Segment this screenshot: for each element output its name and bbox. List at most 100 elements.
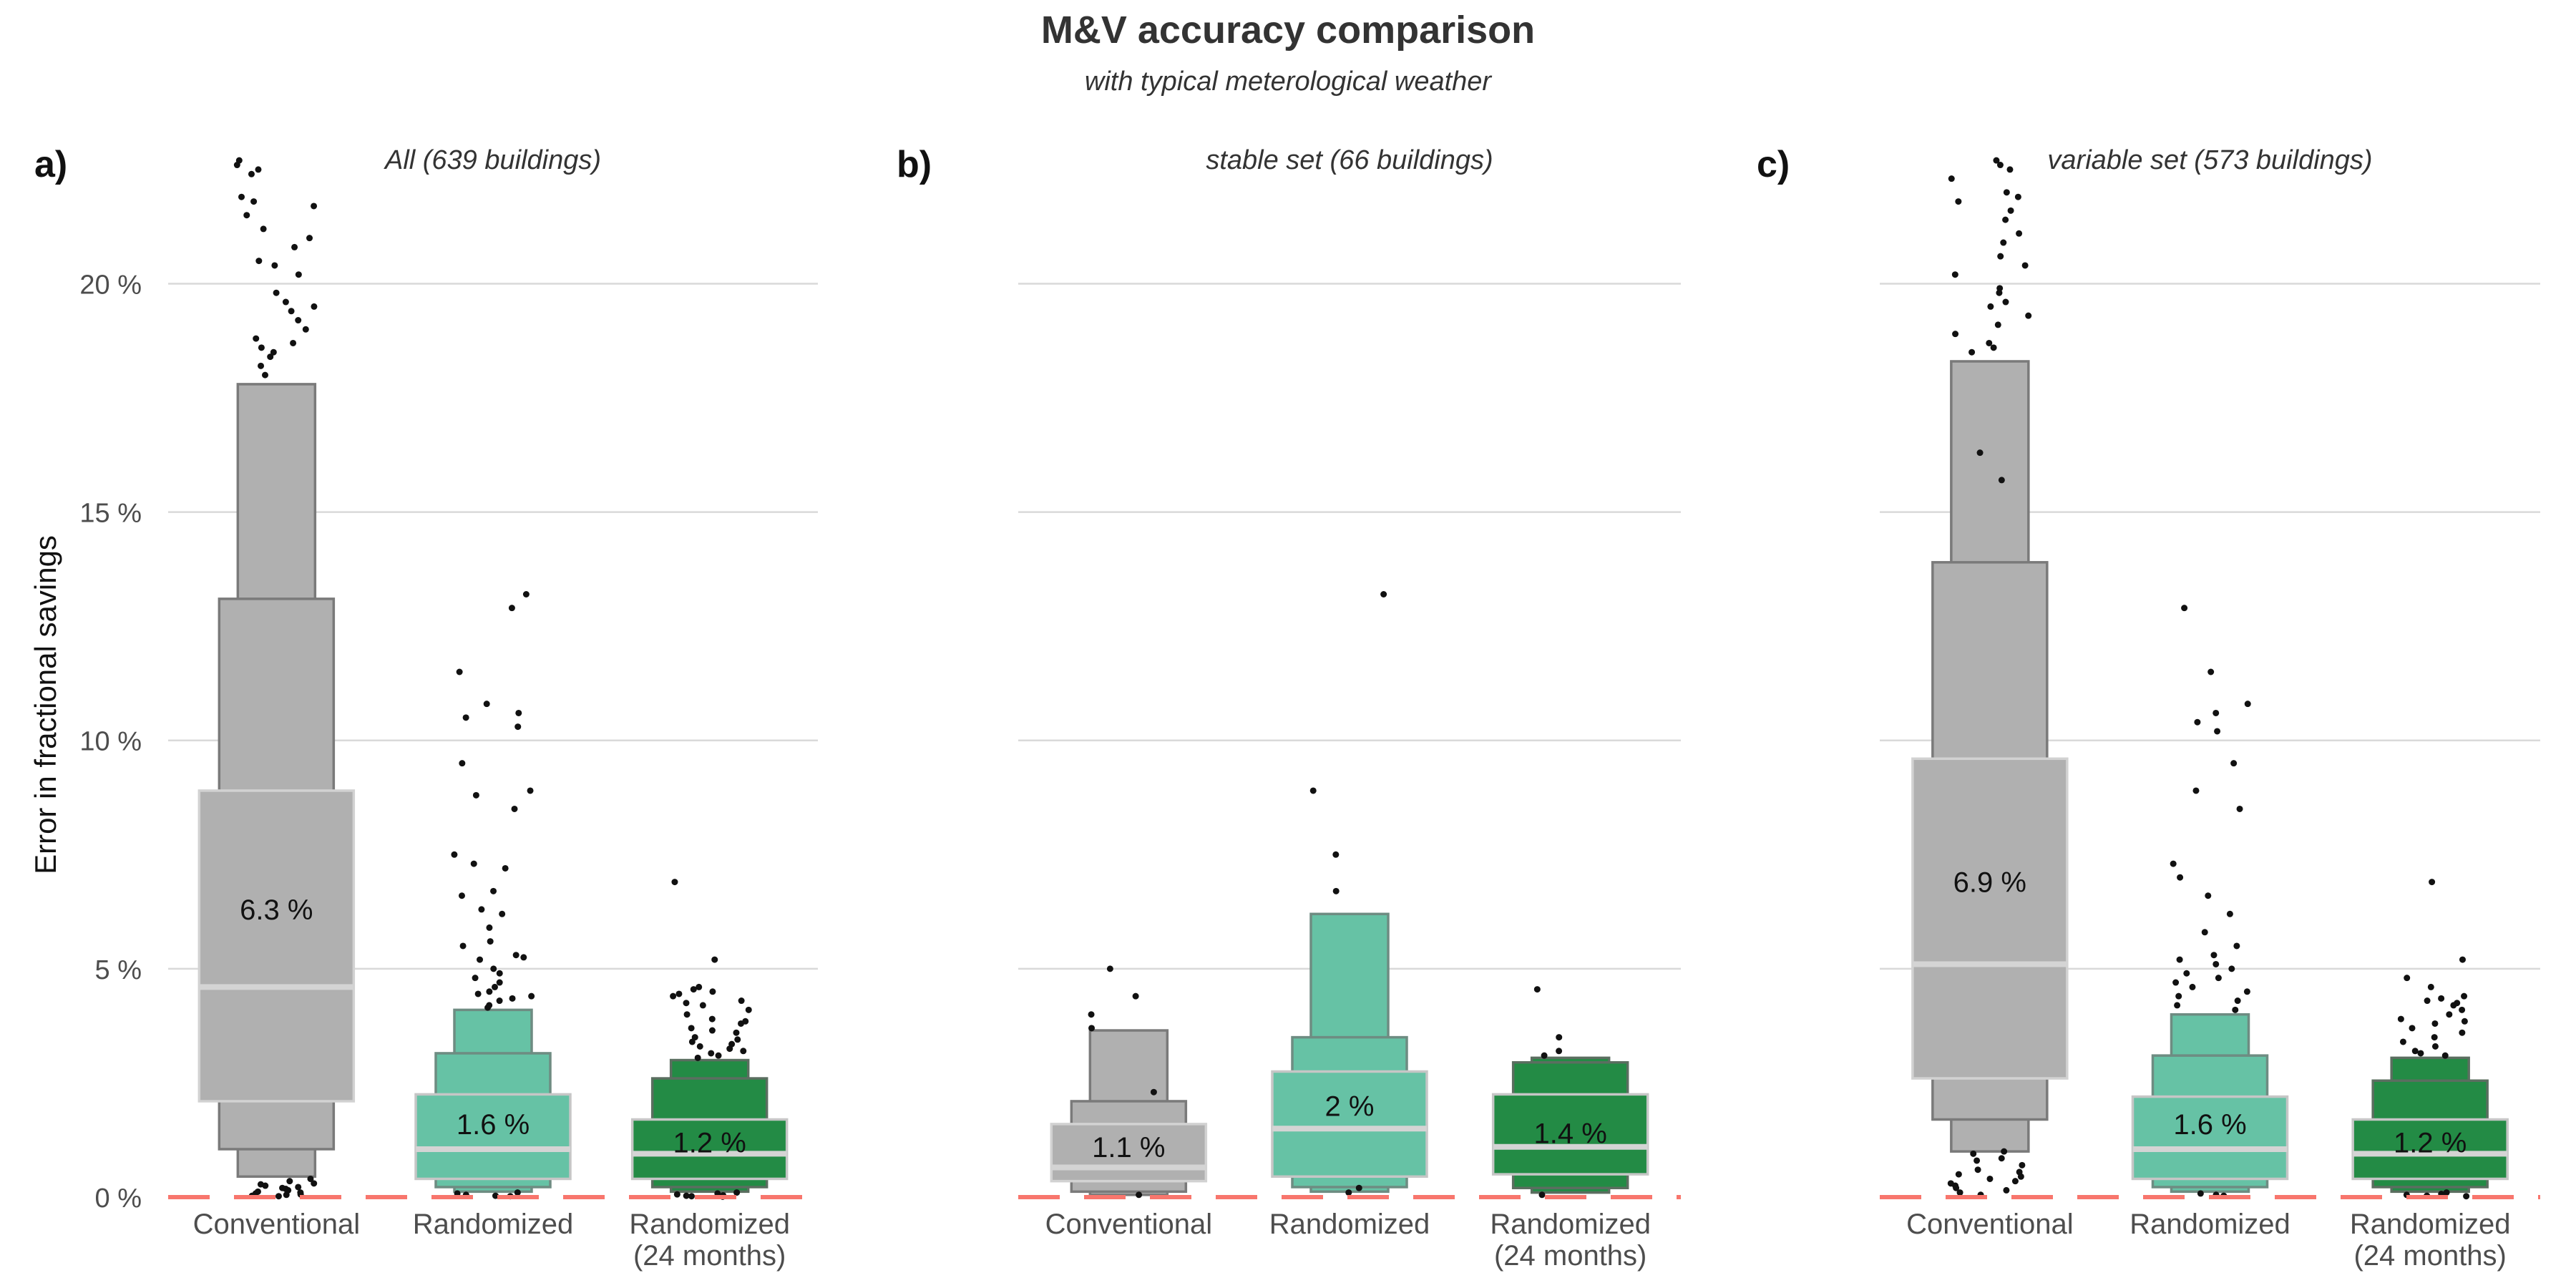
outlier-point xyxy=(726,1045,733,1053)
outlier-point xyxy=(1998,477,2005,484)
outlier-point xyxy=(283,1191,290,1199)
outlier-point xyxy=(509,995,516,1002)
outlier-point xyxy=(1976,449,1984,457)
outlier-point xyxy=(734,1036,741,1043)
outlier-point xyxy=(2019,1161,2026,1169)
x-tick-label: (24 months) xyxy=(2353,1240,2506,1272)
chart-subtitle: with typical meterological weather xyxy=(1085,67,1492,97)
outlier-point xyxy=(2226,910,2233,917)
outlier-point xyxy=(1996,289,2003,296)
outlier-point xyxy=(711,956,718,963)
outlier-point xyxy=(683,1000,690,1007)
boxen-level xyxy=(414,1093,572,1181)
outlier-point xyxy=(1987,303,1994,310)
outlier-point xyxy=(286,1178,293,1185)
outlier-point xyxy=(1956,1189,1963,1196)
outlier-point xyxy=(290,339,297,346)
mean-label: 1.1 % xyxy=(1092,1132,1165,1163)
outlier-point xyxy=(1996,162,2004,169)
outlier-point xyxy=(1994,321,2001,328)
outlier-point xyxy=(282,298,289,306)
outlier-point xyxy=(1990,344,1997,351)
panel-0: 0 % 5 % 10 % 15 % 20 % a) All (639 buildings) 6… xyxy=(34,144,818,1272)
outlier-point xyxy=(528,992,535,1000)
outlier-point xyxy=(2000,239,2007,246)
y-tick-label: 0 % xyxy=(95,1184,142,1214)
outlier-point xyxy=(262,371,269,379)
outlier-point xyxy=(2424,997,2431,1005)
boxen-level xyxy=(1911,757,2069,1080)
outlier-point xyxy=(2181,605,2188,612)
outlier-point xyxy=(2431,1043,2439,1050)
mean-label: 6.9 % xyxy=(1953,867,2026,899)
outlier-point xyxy=(522,590,530,597)
outlier-point xyxy=(2427,983,2434,990)
outlier-point xyxy=(673,1191,680,1198)
outlier-point xyxy=(2006,166,2014,173)
outlier-point xyxy=(1309,787,1317,794)
outlier-point xyxy=(478,906,485,913)
outlier-point xyxy=(1380,590,1387,597)
outlier-point xyxy=(2021,262,2029,269)
outlier-point xyxy=(2232,1006,2239,1013)
outlier-point xyxy=(2443,1189,2450,1196)
outlier-point xyxy=(2459,1006,2466,1013)
outlier-point xyxy=(1953,1184,1960,1191)
mean-label: 1.6 % xyxy=(2173,1109,2246,1141)
outlier-point xyxy=(2016,230,2023,237)
outlier-point xyxy=(243,212,250,219)
outlier-point xyxy=(2175,992,2182,1000)
outlier-point xyxy=(462,714,469,721)
x-tick-label: Randomized xyxy=(413,1209,574,1240)
outlier-point xyxy=(486,988,493,995)
outlier-point xyxy=(745,1006,752,1013)
outlier-point xyxy=(2438,995,2445,1002)
outlier-point xyxy=(688,1038,696,1045)
x-tick-label: Conventional xyxy=(1045,1209,1213,1240)
x-tick-label: Randomized xyxy=(2129,1209,2290,1240)
outlier-point xyxy=(2417,1050,2424,1057)
outlier-point xyxy=(2011,1178,2019,1185)
outlier-point xyxy=(2177,874,2184,881)
outlier-point xyxy=(738,1020,745,1027)
outlier-point xyxy=(1533,986,1541,993)
outlier-point xyxy=(255,166,262,173)
outlier-point xyxy=(2461,992,2468,1000)
outlier-point xyxy=(696,1043,703,1050)
outlier-point xyxy=(472,791,479,799)
outlier-point xyxy=(683,1192,690,1199)
outlier-point xyxy=(273,289,280,296)
outlier-point xyxy=(1955,1171,1962,1178)
outlier-point xyxy=(2463,1193,2470,1200)
outlier-point xyxy=(1993,157,2000,164)
outlier-point xyxy=(1986,339,1993,346)
outlier-point xyxy=(2230,760,2238,767)
outlier-point xyxy=(484,1004,492,1011)
mean-label: 1.4 % xyxy=(1534,1118,1607,1150)
outlier-point xyxy=(514,1189,521,1196)
outlier-point xyxy=(1556,1048,1563,1055)
outlier-point xyxy=(2205,892,2212,899)
panel-title: stable set (66 buildings) xyxy=(1206,145,1493,175)
outlier-point xyxy=(2207,668,2215,675)
outlier-point xyxy=(1974,1166,1981,1174)
outlier-point xyxy=(271,262,278,269)
outlier-point xyxy=(2192,787,2200,794)
boxen-level xyxy=(630,1118,789,1181)
x-tick-label: Randomized xyxy=(1269,1209,1430,1240)
outlier-point xyxy=(671,879,678,886)
outlier-point xyxy=(696,983,703,990)
y-tick-label: 15 % xyxy=(79,499,142,529)
outlier-point xyxy=(2411,1048,2419,1055)
outlier-point xyxy=(260,225,267,233)
outlier-point xyxy=(496,997,503,1005)
outlier-point xyxy=(2431,1020,2439,1027)
outlier-point xyxy=(511,805,518,812)
outlier-point xyxy=(2429,879,2436,886)
outlier-point xyxy=(1974,1157,1981,1164)
outlier-point xyxy=(487,938,494,945)
outlier-point xyxy=(515,709,522,716)
outlier-point xyxy=(514,723,522,731)
panel-title: All (639 buildings) xyxy=(384,145,601,175)
